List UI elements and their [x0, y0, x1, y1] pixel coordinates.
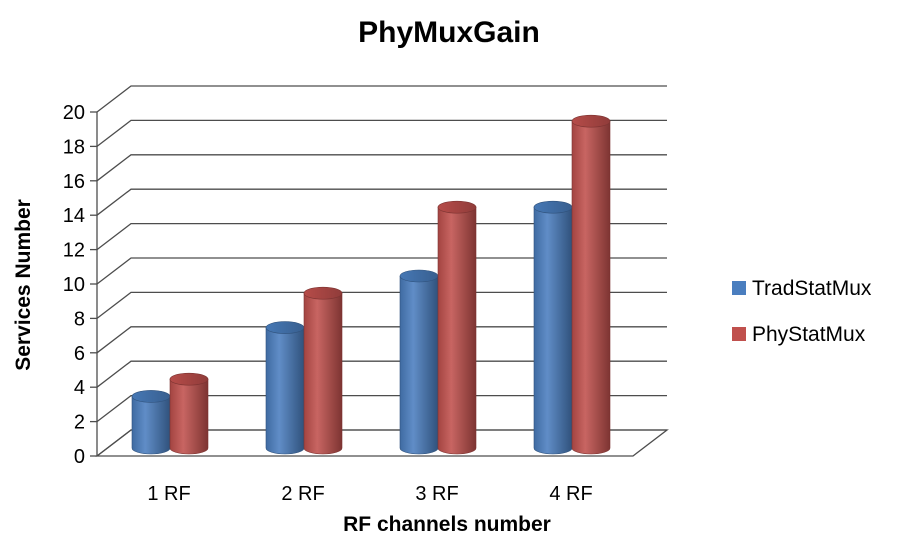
- legend-swatch: [732, 327, 746, 341]
- bar-body: [533, 206, 573, 455]
- bar-top: [399, 269, 439, 283]
- gridline: [96, 257, 667, 285]
- x-tick-label: 4 RF: [549, 483, 592, 505]
- gridline: [96, 154, 667, 182]
- bar: [399, 269, 439, 455]
- gridline: [96, 326, 667, 354]
- bar: [265, 321, 305, 455]
- y-tick-label: 10: [63, 274, 85, 296]
- bar-body: [131, 396, 171, 455]
- gridlines: [90, 85, 667, 457]
- y-tick-label: 0: [74, 446, 85, 468]
- legend-swatch: [732, 281, 746, 295]
- y-tick-label: 12: [63, 240, 85, 262]
- y-tick-label: 20: [63, 102, 85, 124]
- x-tick-label: 1 RF: [147, 483, 190, 505]
- bar-body: [571, 120, 611, 455]
- y-tick-label: 8: [74, 308, 85, 330]
- chart-title: PhyMuxGain: [358, 16, 540, 49]
- x-tick-label: 2 RF: [281, 483, 324, 505]
- bar-body: [303, 292, 343, 455]
- y-axis-label: Services Number: [12, 199, 35, 371]
- bar-top: [131, 390, 171, 403]
- gridline: [96, 188, 667, 216]
- bar: [303, 286, 343, 455]
- bar-body: [437, 206, 477, 455]
- gridline: [96, 429, 667, 457]
- y-tick-label: 2: [74, 412, 85, 434]
- bar-body: [265, 327, 305, 455]
- bar-body: [399, 275, 439, 455]
- y-tick-label: 18: [63, 136, 85, 158]
- gridline: [96, 360, 667, 388]
- y-tick-label: 14: [63, 205, 85, 227]
- bar: [131, 390, 171, 455]
- legend-label: PhyStatMux: [752, 323, 866, 346]
- gridline: [96, 119, 667, 147]
- legend: TradStatMux PhyStatMux: [732, 277, 872, 346]
- bar-top: [303, 286, 343, 300]
- bar: [169, 372, 209, 455]
- x-tick-label: 3 RF: [415, 483, 458, 505]
- bar-top: [437, 200, 477, 214]
- bar-body: [169, 378, 209, 455]
- legend-label: TradStatMux: [752, 277, 872, 300]
- bar: [437, 200, 477, 455]
- y-tick-label: 16: [63, 171, 85, 193]
- bar-top: [265, 321, 305, 334]
- gridline: [96, 222, 667, 251]
- y-tick-labels: 0 2 4 6 8 10 12 14 16 18 20: [63, 102, 85, 468]
- y-tick-label: 4: [74, 377, 85, 399]
- bar-top: [169, 372, 209, 386]
- bar-top: [571, 114, 611, 128]
- bars: [131, 114, 611, 455]
- x-axis-label: RF channels number: [343, 513, 551, 536]
- x-tick-labels: 1 RF 2 RF 3 RF 4 RF: [147, 483, 592, 505]
- bar-top: [533, 200, 573, 214]
- gridline: [96, 394, 667, 423]
- gridline: [96, 85, 667, 113]
- bar: [533, 200, 573, 455]
- y-tick-label: 6: [74, 343, 85, 365]
- bar: [571, 114, 611, 455]
- gridline: [96, 291, 667, 319]
